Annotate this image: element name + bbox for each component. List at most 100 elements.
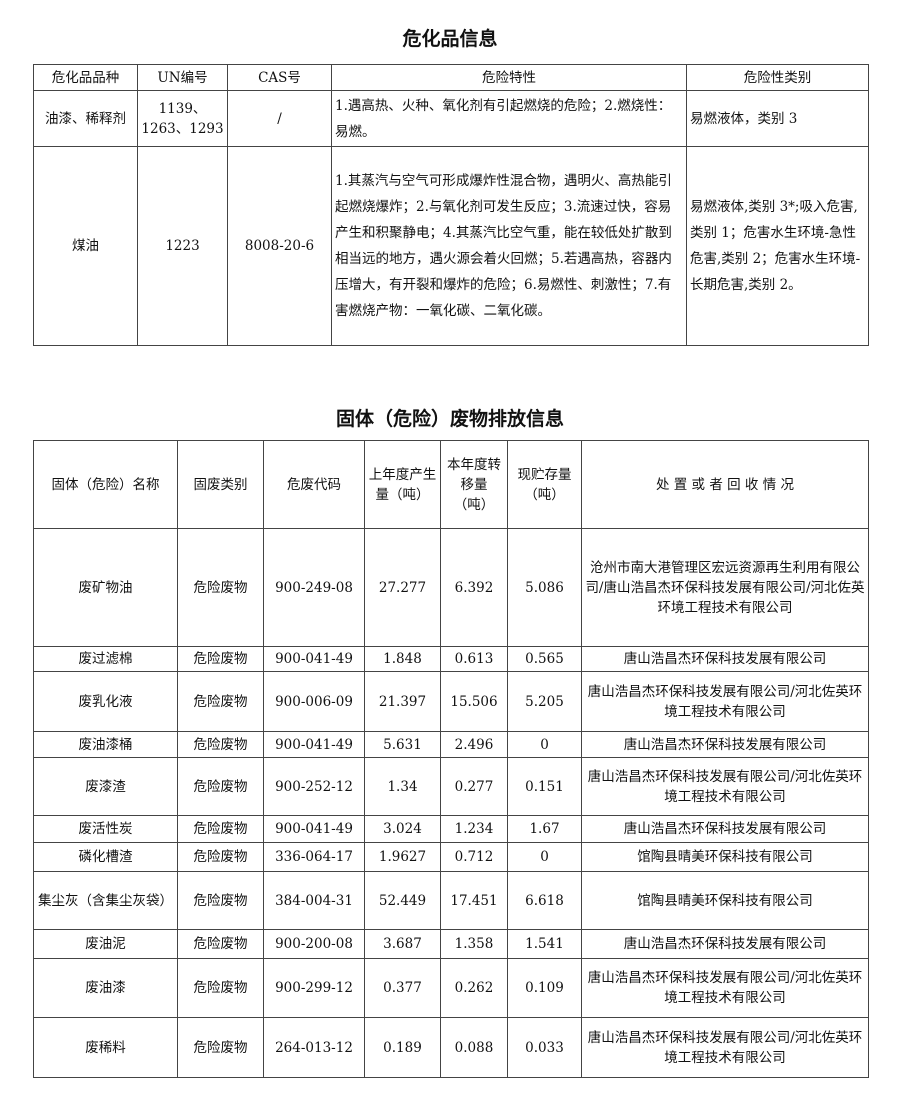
table-cell: 0.565 [507, 646, 582, 672]
table-cell: 3.687 [364, 929, 441, 959]
table-cell: 唐山浩昌杰环保科技发展有限公司 [581, 929, 869, 959]
table-cell: 1.其蒸汽与空气可形成爆炸性混合物，遇明火、高热能引起燃烧爆炸；2.与氧化剂可发… [331, 146, 687, 346]
table-cell: 危险废物 [177, 671, 264, 732]
table-row: 废矿物油 危险废物 900-249-08 27.277 6.392 5.086 沧州市南大港… [33, 528, 869, 647]
hazchem-table: 危化品品种 UN编号 CAS号 危险特性 危险性类别 油漆、稀释剂 1139、1263、12… [33, 64, 869, 346]
table-row: 磷化槽渣 危险废物 336-064-17 1.9627 0.712 0 馆陶县晴美环保科技有… [33, 842, 869, 872]
table-cell: 900-006-09 [263, 671, 365, 732]
table-cell: 1.848 [364, 646, 441, 672]
table-cell: 1.9627 [364, 842, 441, 872]
table-cell: 唐山浩昌杰环保科技发展有限公司 [581, 815, 869, 843]
table-cell: 27.277 [364, 528, 441, 647]
header-row: 危化品品种 UN编号 CAS号 危险特性 危险性类别 [33, 64, 869, 91]
table-cell: 6.618 [507, 871, 582, 930]
table-cell: 0.088 [440, 1017, 508, 1078]
table-cell: 危险废物 [177, 646, 264, 672]
table-cell: 唐山浩昌杰环保科技发展有限公司/河北佐英环境工程技术有限公司 [581, 1017, 869, 1078]
column-header: 现贮存量（吨） [507, 440, 582, 529]
table-cell: 沧州市南大港管理区宏远资源再生利用有限公司/唐山浩昌杰环保科技发展有限公司/河北… [581, 528, 869, 647]
table-cell: 1.541 [507, 929, 582, 959]
table-cell: 危险废物 [177, 871, 264, 930]
table-cell: 危险废物 [177, 528, 264, 647]
column-header: 本年度转移量（吨） [440, 440, 508, 529]
table-row: 废乳化液 危险废物 900-006-09 21.397 15.506 5.205 唐山浩昌杰… [33, 671, 869, 732]
table-cell: 危险废物 [177, 815, 264, 843]
table-cell: 0.277 [440, 757, 508, 816]
table-cell: 废油泥 [33, 929, 178, 959]
table-row: 废稀料 危险废物 264-013-12 0.189 0.088 0.033 唐山浩昌杰环保科… [33, 1017, 869, 1078]
column-header: 上年度产生量（吨） [364, 440, 441, 529]
table-cell: 危险废物 [177, 842, 264, 872]
column-header: 固废类别 [177, 440, 264, 529]
table-cell: 900-041-49 [263, 815, 365, 843]
table-cell: 5.205 [507, 671, 582, 732]
table-cell: 900-200-08 [263, 929, 365, 959]
table-cell: 唐山浩昌杰环保科技发展有限公司 [581, 646, 869, 672]
table-cell: 8008-20-6 [227, 146, 332, 346]
table-cell: 0.613 [440, 646, 508, 672]
column-header: UN编号 [137, 64, 228, 91]
table-cell: 0.109 [507, 958, 582, 1018]
table-cell: 唐山浩昌杰环保科技发展有限公司 [581, 731, 869, 758]
table-cell: 0 [507, 731, 582, 758]
table-cell: 5.631 [364, 731, 441, 758]
table-cell: 0.377 [364, 958, 441, 1018]
table-cell: 废活性炭 [33, 815, 178, 843]
table-cell: 2.496 [440, 731, 508, 758]
column-header: 处 置 或 者 回 收 情 况 [581, 440, 869, 529]
table-cell: 0.151 [507, 757, 582, 816]
table-row: 废活性炭 危险废物 900-041-49 3.024 1.234 1.67 唐山浩昌杰环保科… [33, 815, 869, 843]
table-cell: 易燃液体，类别 3 [686, 90, 869, 147]
table-cell: 3.024 [364, 815, 441, 843]
table-cell: 900-299-12 [263, 958, 365, 1018]
table-cell: 集尘灰（含集尘灰袋） [33, 871, 178, 930]
column-header: 危险特性 [331, 64, 687, 91]
table-cell: 废稀料 [33, 1017, 178, 1078]
table-cell: 5.086 [507, 528, 582, 647]
table-cell: 0.262 [440, 958, 508, 1018]
table-cell: 废过滤棉 [33, 646, 178, 672]
table-cell: 易燃液体,类别 3*;吸入危害,类别 1；危害水生环境-急性危害,类别 2；危害… [686, 146, 869, 346]
table-cell: 0.033 [507, 1017, 582, 1078]
table-row: 集尘灰（含集尘灰袋） 危险废物 384-004-31 52.449 17.451 6.61… [33, 871, 869, 930]
table-cell: 1.358 [440, 929, 508, 959]
table-cell: 煤油 [33, 146, 138, 346]
table-cell: 废乳化液 [33, 671, 178, 732]
table-cell: 900-041-49 [263, 731, 365, 758]
column-header: CAS号 [227, 64, 332, 91]
table-cell: 1139、1263、1293 [137, 90, 228, 147]
table-cell: 磷化槽渣 [33, 842, 178, 872]
table-row: 煤油 1223 8008-20-6 1.其蒸汽与空气可形成爆炸性混合物，遇明火、高热能… [33, 146, 869, 346]
table-cell: 900-041-49 [263, 646, 365, 672]
table-cell: 52.449 [364, 871, 441, 930]
table-cell: 废油漆 [33, 958, 178, 1018]
table-cell: 15.506 [440, 671, 508, 732]
table-cell: 900-249-08 [263, 528, 365, 647]
table-cell: 1.34 [364, 757, 441, 816]
table-cell: 264-013-12 [263, 1017, 365, 1078]
column-header: 危化品品种 [33, 64, 138, 91]
table-cell: / [227, 90, 332, 147]
table-cell: 1223 [137, 146, 228, 346]
table-row: 废过滤棉 危险废物 900-041-49 1.848 0.613 0.565 唐山浩昌杰环保… [33, 646, 869, 672]
table-cell: 唐山浩昌杰环保科技发展有限公司/河北佐英环境工程技术有限公司 [581, 757, 869, 816]
table-cell: 384-004-31 [263, 871, 365, 930]
table-cell: 唐山浩昌杰环保科技发展有限公司/河北佐英环境工程技术有限公司 [581, 671, 869, 732]
table-row: 废油漆 危险废物 900-299-12 0.377 0.262 0.109 唐山浩昌杰环保科… [33, 958, 869, 1018]
waste-title: 固体（危险）废物排放信息 [335, 408, 564, 430]
table-cell: 废矿物油 [33, 528, 178, 647]
table-cell: 唐山浩昌杰环保科技发展有限公司/河北佐英环境工程技术有限公司 [581, 958, 869, 1018]
table-cell: 危险废物 [177, 958, 264, 1018]
table-cell: 危险废物 [177, 929, 264, 959]
header-row: 固体（危险）名称 固废类别 危废代码 上年度产生量（吨） 本年度转移量（吨） 现贮存量（吨… [33, 440, 869, 529]
table-row: 废油漆桶 危险废物 900-041-49 5.631 2.496 0 唐山浩昌杰环保科技发展… [33, 731, 869, 758]
table-cell: 危险废物 [177, 1017, 264, 1078]
table-cell: 废油漆桶 [33, 731, 178, 758]
table-cell: 1.67 [507, 815, 582, 843]
column-header: 固体（危险）名称 [33, 440, 178, 529]
table-row: 油漆、稀释剂 1139、1263、1293/1.遇高热、火种、氧化剂有引起燃烧的危… [33, 90, 869, 147]
table-cell: 0.712 [440, 842, 508, 872]
table-cell: 17.451 [440, 871, 508, 930]
waste-table: 固体（危险）名称 固废类别 危废代码 上年度产生量（吨） 本年度转移量（吨） 现贮存量（吨… [33, 440, 869, 1078]
